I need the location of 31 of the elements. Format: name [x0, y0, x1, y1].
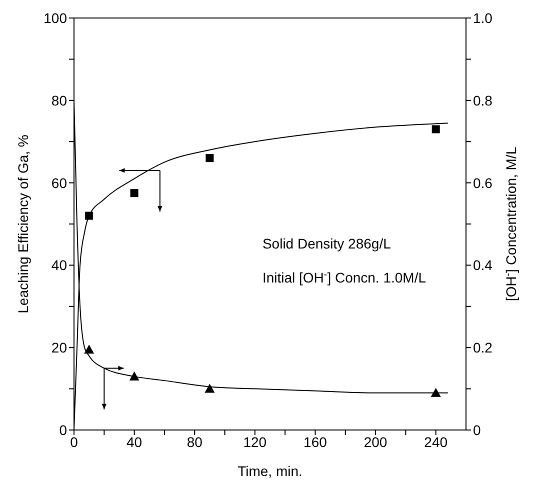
y2-tick-label: 0.2: [473, 340, 493, 356]
y2-tick-label: 0.4: [473, 257, 493, 274]
y-tick-label: 20: [51, 340, 68, 356]
annotation: Solid Density 286g/L: [262, 236, 392, 252]
point: [430, 388, 441, 397]
point: [130, 189, 138, 198]
y-tick-label: 60: [51, 174, 68, 191]
x-tick-label: 40: [126, 434, 142, 450]
point: [129, 371, 140, 380]
y-axis-title: Leaching Efficiency of Ga, %: [15, 134, 31, 314]
annotation: Initial [OH$^{-}$] Concn. 1.0M/L: [262, 269, 426, 286]
y-tick-label: 40: [51, 257, 68, 274]
x-tick-label: 0: [70, 434, 78, 450]
point: [85, 212, 94, 220]
point: [206, 154, 214, 162]
y2-tick-label: 0.6: [473, 174, 493, 191]
y2-tick-label: 1.0: [473, 10, 493, 26]
x-tick-label: 80: [186, 434, 203, 450]
point: [432, 125, 440, 134]
x-tick-label: 240: [424, 434, 448, 450]
y-tick-label: 100: [44, 10, 68, 26]
x-tick-label: 160: [304, 434, 328, 450]
y2-tick-label: 0: [473, 422, 481, 438]
x-tick-label: 200: [364, 434, 388, 450]
y-tick-label: 80: [51, 92, 68, 108]
x-axis-title: Time, min.: [238, 463, 302, 479]
point: [204, 384, 215, 393]
y2-tick-label: 0.8: [473, 92, 493, 108]
y-tick-label: 0: [59, 422, 68, 438]
x-tick-label: 120: [243, 434, 267, 450]
point: [84, 344, 94, 354]
